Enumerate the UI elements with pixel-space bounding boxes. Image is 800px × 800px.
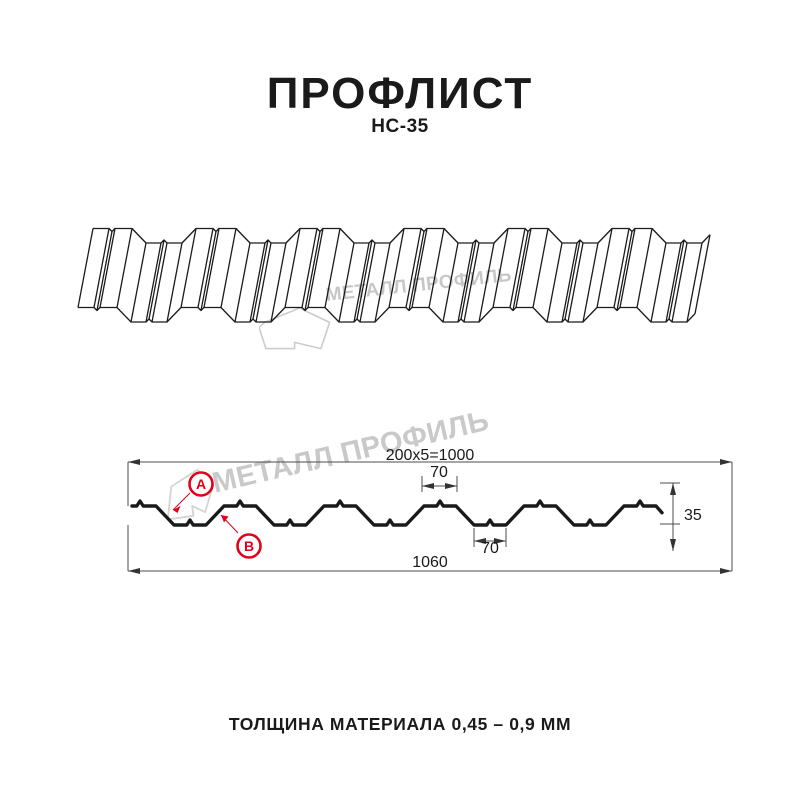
svg-text:B: B — [244, 538, 254, 554]
svg-text:35: 35 — [684, 507, 702, 524]
svg-text:200x5=1000: 200x5=1000 — [386, 447, 475, 464]
svg-text:70: 70 — [430, 464, 448, 481]
svg-text:70: 70 — [481, 540, 499, 557]
svg-text:1060: 1060 — [412, 554, 448, 571]
svg-text:A: A — [196, 476, 206, 492]
